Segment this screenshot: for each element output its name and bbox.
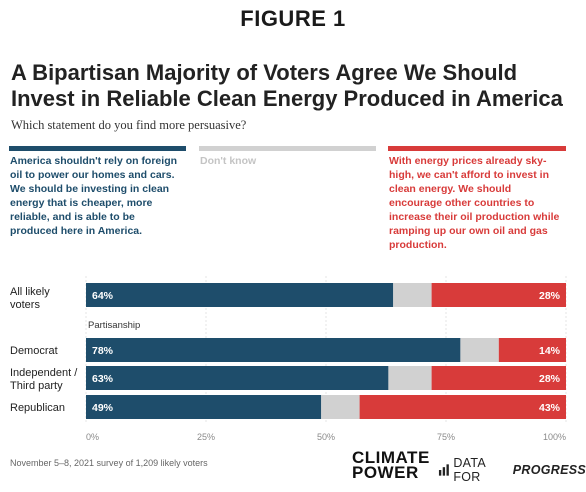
bar-clean-3 [86,395,322,419]
x-tick-label: 25% [197,432,215,442]
bar-oil-0 [431,283,566,307]
survey-source: November 5–8, 2021 survey of 1,209 likel… [10,458,208,468]
bar-clean-2 [86,366,389,390]
bar-label-clean-0: 64% [92,290,114,302]
bar-oil-2 [431,366,566,390]
legend-clean-text: America shouldn't rely on foreign oil to… [10,155,178,237]
bar-dont_know-1 [460,338,499,362]
logo-dfp-bold: PROGRESS [512,463,586,477]
bar-label-clean-2: 63% [92,373,114,385]
logo-dfp-prefix: DATA FOR [453,456,486,484]
row-label-democrat: Democrat [10,345,58,357]
x-tick-label: 50% [317,432,335,442]
bar-label-oil-2: 28% [539,373,561,385]
bar-label-oil-1: 14% [539,345,561,357]
bar-label-clean-1: 78% [92,345,114,357]
x-tick-label: 0% [86,432,99,442]
x-tick-label: 100% [543,432,566,442]
bar-chart-icon [438,464,449,476]
bar-label-oil-3: 43% [539,402,561,414]
legend-swatch-clean [9,146,186,151]
legend-dont-know-text: Don't know [200,155,257,167]
legend-swatch-oil [388,146,566,151]
bar-dont_know-3 [321,395,360,419]
logo-dfp-bold-wrap: PROGRESS [513,463,586,477]
group-label-partisanship: Partisanship [88,320,141,331]
row-label-all-voters: All likely voters [10,286,50,311]
bar-label-clean-3: 49% [92,402,114,414]
row-label-independent: Independent / Third party [10,367,78,392]
chart-title: A Bipartisan Majority of Voters Agree We… [11,60,563,111]
legend-oil-text: With energy prices already sky-high, we … [389,155,560,251]
bar-clean-0 [86,283,394,307]
chart-subtitle: Which statement do you find more persuas… [11,118,247,132]
data-for-progress-logo: DATA FOR PROGRESS [438,456,586,484]
x-tick-label: 75% [437,432,455,442]
bar-oil-1 [498,338,566,362]
bar-clean-1 [86,338,461,362]
climate-power-logo: CLIMATE POWER [352,448,430,482]
bar-dont_know-0 [393,283,432,307]
bar-label-oil-0: 28% [539,290,561,302]
legend-swatch-dont-know [199,146,376,151]
figure-label: FIGURE 1 [240,6,346,31]
bar-dont_know-2 [388,366,432,390]
row-label-republican: Republican [10,402,66,414]
bar-oil-3 [359,395,566,419]
